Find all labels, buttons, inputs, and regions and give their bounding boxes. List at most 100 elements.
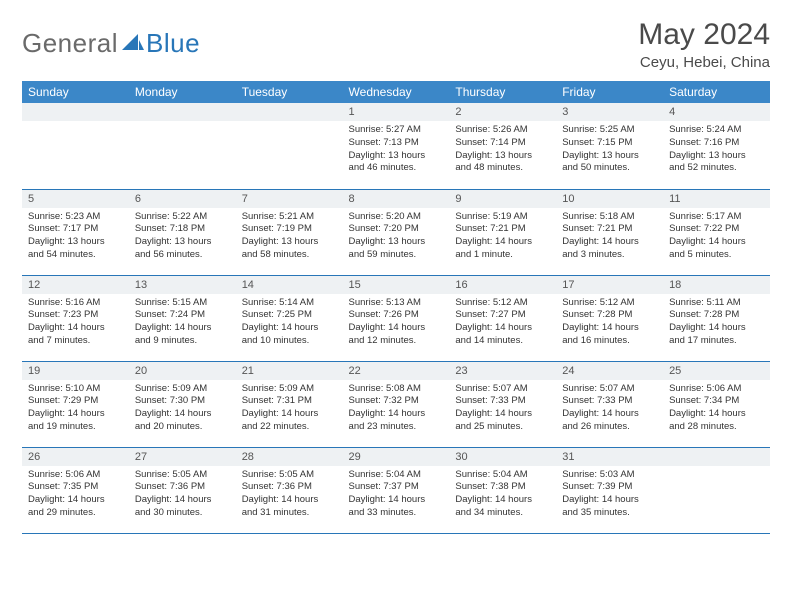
daylight-text: Daylight: 13 hours and 59 minutes. [349, 236, 444, 262]
day-content: Sunrise: 5:26 AMSunset: 7:14 PMDaylight:… [449, 121, 556, 179]
day-content: Sunrise: 5:11 AMSunset: 7:28 PMDaylight:… [663, 294, 770, 352]
day-content: Sunrise: 5:20 AMSunset: 7:20 PMDaylight:… [343, 208, 450, 266]
sunrise-text: Sunrise: 5:15 AM [135, 297, 230, 310]
sunset-text: Sunset: 7:31 PM [242, 395, 337, 408]
sunset-text: Sunset: 7:38 PM [455, 481, 550, 494]
sunset-text: Sunset: 7:34 PM [669, 395, 764, 408]
sunset-text: Sunset: 7:21 PM [562, 223, 657, 236]
day-number: 25 [663, 362, 770, 380]
daylight-text: Daylight: 14 hours and 34 minutes. [455, 494, 550, 520]
sunset-text: Sunset: 7:30 PM [135, 395, 230, 408]
day-number: 2 [449, 103, 556, 121]
sunset-text: Sunset: 7:25 PM [242, 309, 337, 322]
sunset-text: Sunset: 7:28 PM [669, 309, 764, 322]
day-content: Sunrise: 5:12 AMSunset: 7:28 PMDaylight:… [556, 294, 663, 352]
day-cell [663, 447, 770, 533]
sunset-text: Sunset: 7:29 PM [28, 395, 123, 408]
weekday-header: Friday [556, 81, 663, 103]
day-number: 28 [236, 448, 343, 466]
day-cell: 9Sunrise: 5:19 AMSunset: 7:21 PMDaylight… [449, 189, 556, 275]
day-number: 8 [343, 190, 450, 208]
day-number: 22 [343, 362, 450, 380]
daylight-text: Daylight: 14 hours and 33 minutes. [349, 494, 444, 520]
day-number: 27 [129, 448, 236, 466]
sunrise-text: Sunrise: 5:13 AM [349, 297, 444, 310]
week-row: 1Sunrise: 5:27 AMSunset: 7:13 PMDaylight… [22, 103, 770, 189]
day-content: Sunrise: 5:07 AMSunset: 7:33 PMDaylight:… [556, 380, 663, 438]
sunrise-text: Sunrise: 5:12 AM [455, 297, 550, 310]
day-number: 6 [129, 190, 236, 208]
day-content: Sunrise: 5:17 AMSunset: 7:22 PMDaylight:… [663, 208, 770, 266]
day-content: Sunrise: 5:16 AMSunset: 7:23 PMDaylight:… [22, 294, 129, 352]
weekday-header-row: Sunday Monday Tuesday Wednesday Thursday… [22, 81, 770, 103]
daylight-text: Daylight: 14 hours and 35 minutes. [562, 494, 657, 520]
day-cell: 28Sunrise: 5:05 AMSunset: 7:36 PMDayligh… [236, 447, 343, 533]
day-number: 10 [556, 190, 663, 208]
sunrise-text: Sunrise: 5:03 AM [562, 469, 657, 482]
daylight-text: Daylight: 14 hours and 30 minutes. [135, 494, 230, 520]
day-cell: 5Sunrise: 5:23 AMSunset: 7:17 PMDaylight… [22, 189, 129, 275]
daylight-text: Daylight: 14 hours and 23 minutes. [349, 408, 444, 434]
day-content: Sunrise: 5:19 AMSunset: 7:21 PMDaylight:… [449, 208, 556, 266]
day-cell: 22Sunrise: 5:08 AMSunset: 7:32 PMDayligh… [343, 361, 450, 447]
day-number: 14 [236, 276, 343, 294]
day-content: Sunrise: 5:15 AMSunset: 7:24 PMDaylight:… [129, 294, 236, 352]
sunset-text: Sunset: 7:36 PM [135, 481, 230, 494]
sunrise-text: Sunrise: 5:09 AM [242, 383, 337, 396]
sunrise-text: Sunrise: 5:07 AM [455, 383, 550, 396]
sunset-text: Sunset: 7:18 PM [135, 223, 230, 236]
day-content: Sunrise: 5:07 AMSunset: 7:33 PMDaylight:… [449, 380, 556, 438]
sunset-text: Sunset: 7:32 PM [349, 395, 444, 408]
day-content: Sunrise: 5:27 AMSunset: 7:13 PMDaylight:… [343, 121, 450, 179]
week-row: 19Sunrise: 5:10 AMSunset: 7:29 PMDayligh… [22, 361, 770, 447]
daylight-text: Daylight: 13 hours and 54 minutes. [28, 236, 123, 262]
day-cell: 23Sunrise: 5:07 AMSunset: 7:33 PMDayligh… [449, 361, 556, 447]
daylight-text: Daylight: 14 hours and 25 minutes. [455, 408, 550, 434]
sunset-text: Sunset: 7:33 PM [455, 395, 550, 408]
sunrise-text: Sunrise: 5:22 AM [135, 211, 230, 224]
sunset-text: Sunset: 7:17 PM [28, 223, 123, 236]
day-content: Sunrise: 5:21 AMSunset: 7:19 PMDaylight:… [236, 208, 343, 266]
sunrise-text: Sunrise: 5:09 AM [135, 383, 230, 396]
day-number: 4 [663, 103, 770, 121]
daylight-text: Daylight: 13 hours and 46 minutes. [349, 150, 444, 176]
day-number: 30 [449, 448, 556, 466]
weekday-header: Tuesday [236, 81, 343, 103]
sunrise-text: Sunrise: 5:06 AM [669, 383, 764, 396]
sunrise-text: Sunrise: 5:05 AM [242, 469, 337, 482]
day-number: 21 [236, 362, 343, 380]
brand-part2: Blue [146, 28, 200, 59]
header: General Blue May 2024 Ceyu, Hebei, China [22, 18, 770, 71]
daylight-text: Daylight: 14 hours and 22 minutes. [242, 408, 337, 434]
day-number [663, 448, 770, 466]
day-cell: 31Sunrise: 5:03 AMSunset: 7:39 PMDayligh… [556, 447, 663, 533]
sunset-text: Sunset: 7:37 PM [349, 481, 444, 494]
day-content: Sunrise: 5:08 AMSunset: 7:32 PMDaylight:… [343, 380, 450, 438]
day-number: 16 [449, 276, 556, 294]
day-content: Sunrise: 5:23 AMSunset: 7:17 PMDaylight:… [22, 208, 129, 266]
day-cell [129, 103, 236, 189]
day-cell: 4Sunrise: 5:24 AMSunset: 7:16 PMDaylight… [663, 103, 770, 189]
daylight-text: Daylight: 14 hours and 28 minutes. [669, 408, 764, 434]
sunrise-text: Sunrise: 5:11 AM [669, 297, 764, 310]
day-cell: 6Sunrise: 5:22 AMSunset: 7:18 PMDaylight… [129, 189, 236, 275]
day-content: Sunrise: 5:09 AMSunset: 7:31 PMDaylight:… [236, 380, 343, 438]
sunrise-text: Sunrise: 5:19 AM [455, 211, 550, 224]
sunrise-text: Sunrise: 5:05 AM [135, 469, 230, 482]
day-number: 20 [129, 362, 236, 380]
daylight-text: Daylight: 14 hours and 29 minutes. [28, 494, 123, 520]
day-number: 18 [663, 276, 770, 294]
weekday-header: Wednesday [343, 81, 450, 103]
sunrise-text: Sunrise: 5:18 AM [562, 211, 657, 224]
day-cell [236, 103, 343, 189]
day-content: Sunrise: 5:04 AMSunset: 7:38 PMDaylight:… [449, 466, 556, 524]
day-number: 29 [343, 448, 450, 466]
day-number: 5 [22, 190, 129, 208]
sunrise-text: Sunrise: 5:20 AM [349, 211, 444, 224]
day-cell [22, 103, 129, 189]
day-content: Sunrise: 5:13 AMSunset: 7:26 PMDaylight:… [343, 294, 450, 352]
day-cell: 12Sunrise: 5:16 AMSunset: 7:23 PMDayligh… [22, 275, 129, 361]
daylight-text: Daylight: 14 hours and 9 minutes. [135, 322, 230, 348]
daylight-text: Daylight: 14 hours and 10 minutes. [242, 322, 337, 348]
daylight-text: Daylight: 14 hours and 31 minutes. [242, 494, 337, 520]
